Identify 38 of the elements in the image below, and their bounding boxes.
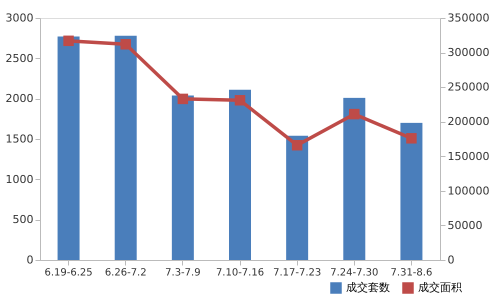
y-tick-label: 0 — [26, 254, 34, 266]
bar — [114, 36, 137, 260]
bar — [400, 122, 422, 260]
y-tick-label: 2500 — [6, 52, 34, 65]
x-tick-label: 7.3-7.9 — [165, 268, 201, 278]
bar — [58, 36, 80, 260]
bar — [286, 136, 308, 260]
y2-tick-label: 250000 — [448, 80, 490, 94]
x-tick-label: 7.24-7.30 — [330, 268, 378, 278]
y2-tick-label: 200000 — [448, 115, 490, 128]
y2-tick-label: 350000 — [448, 12, 490, 24]
legend-label: 成交套数 — [346, 281, 390, 294]
x-tick-label: 7.10-7.16 — [216, 268, 264, 278]
y-tick-label: 2000 — [6, 92, 34, 106]
point — [349, 108, 360, 120]
bar — [172, 95, 194, 260]
y-tick-label: 1500 — [6, 132, 34, 146]
y-tick-label: 500 — [12, 213, 34, 226]
y2-tick-label: 150000 — [448, 150, 490, 163]
y2-tick-label: 100000 — [448, 184, 490, 198]
point — [120, 39, 131, 50]
y-tick-label: 3000 — [6, 12, 34, 24]
x-tick-label: 6.26-7.2 — [104, 268, 147, 278]
y2-tick-label: 0 — [448, 254, 454, 266]
legend-label: 成交面积 — [418, 281, 462, 294]
point — [234, 95, 246, 106]
point — [63, 36, 74, 46]
y2-tick-label: 50000 — [448, 218, 482, 232]
point — [406, 133, 417, 144]
bar — [229, 90, 251, 260]
y2-tick-label: 300000 — [448, 46, 490, 60]
y-tick-label: 1000 — [6, 172, 34, 186]
x-tick-label: 7.17-7.23 — [273, 268, 322, 278]
x-tick-label: 7.31-8.6 — [390, 268, 432, 278]
bar — [343, 98, 366, 260]
x-tick-label: 6.19-6.25 — [44, 268, 93, 278]
point — [292, 140, 302, 150]
point — [178, 94, 188, 104]
